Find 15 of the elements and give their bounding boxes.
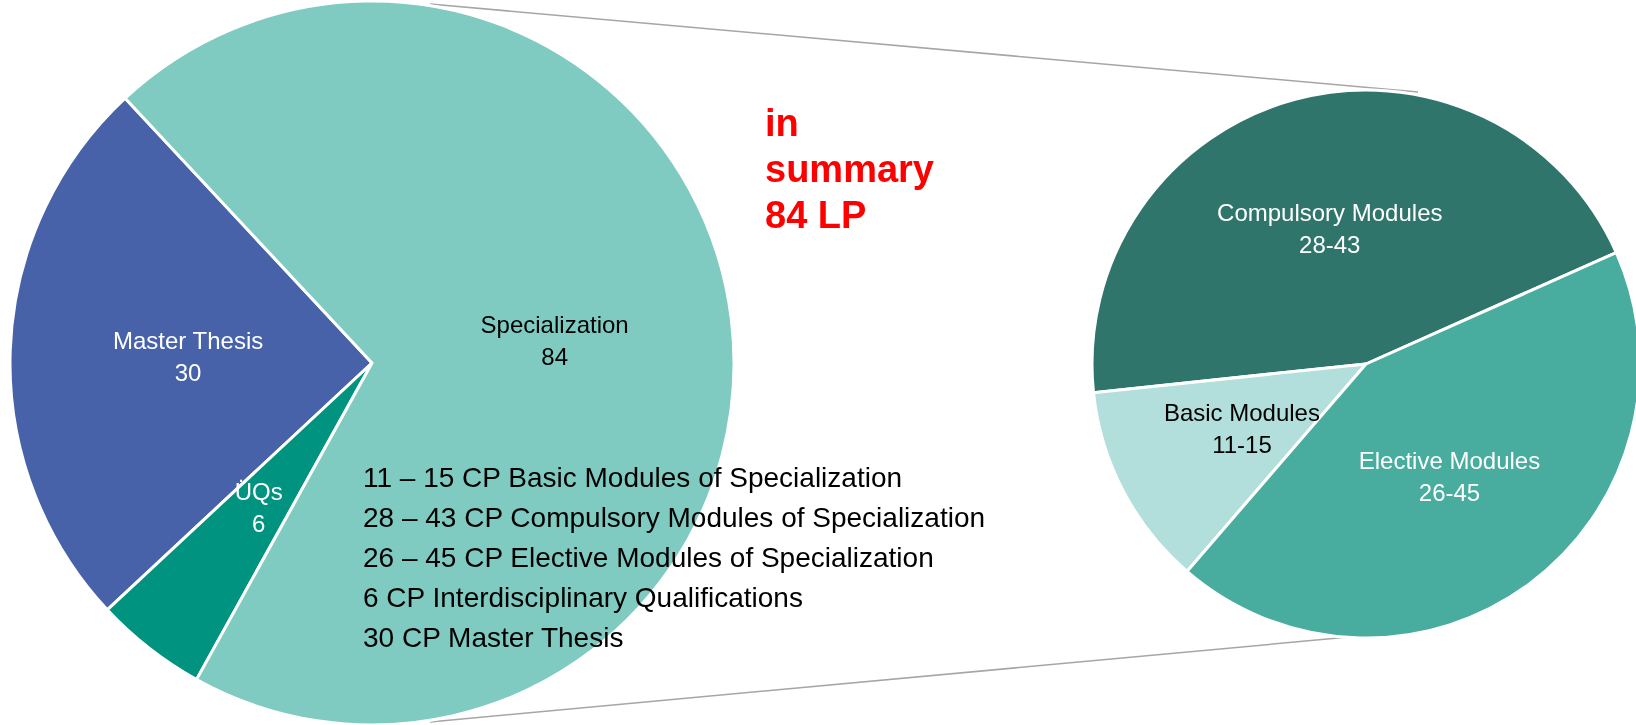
slice-label: Compulsory Modules	[1217, 199, 1443, 227]
data-label: 28-43	[1299, 231, 1361, 259]
data-label: 6	[252, 510, 266, 538]
data-label: 26-45	[1418, 478, 1481, 506]
slice-label: ÜQs	[234, 478, 283, 506]
slice-label: Basic Modules	[1163, 399, 1320, 427]
slice-label: Specialization	[480, 311, 629, 339]
text: 6 CP Interdisciplinary Qualifications	[363, 582, 803, 614]
slice-label: Elective Modules	[1358, 446, 1541, 474]
text: 28 – 43 CP Compulsory Modules of Specialization	[363, 502, 986, 534]
slice-label: Master Thesis	[112, 327, 264, 355]
data-label: 84	[541, 343, 568, 371]
text: in summary 84 LP	[765, 101, 935, 238]
data-label: 30	[174, 359, 202, 387]
data-label: 11-15	[1212, 431, 1272, 459]
